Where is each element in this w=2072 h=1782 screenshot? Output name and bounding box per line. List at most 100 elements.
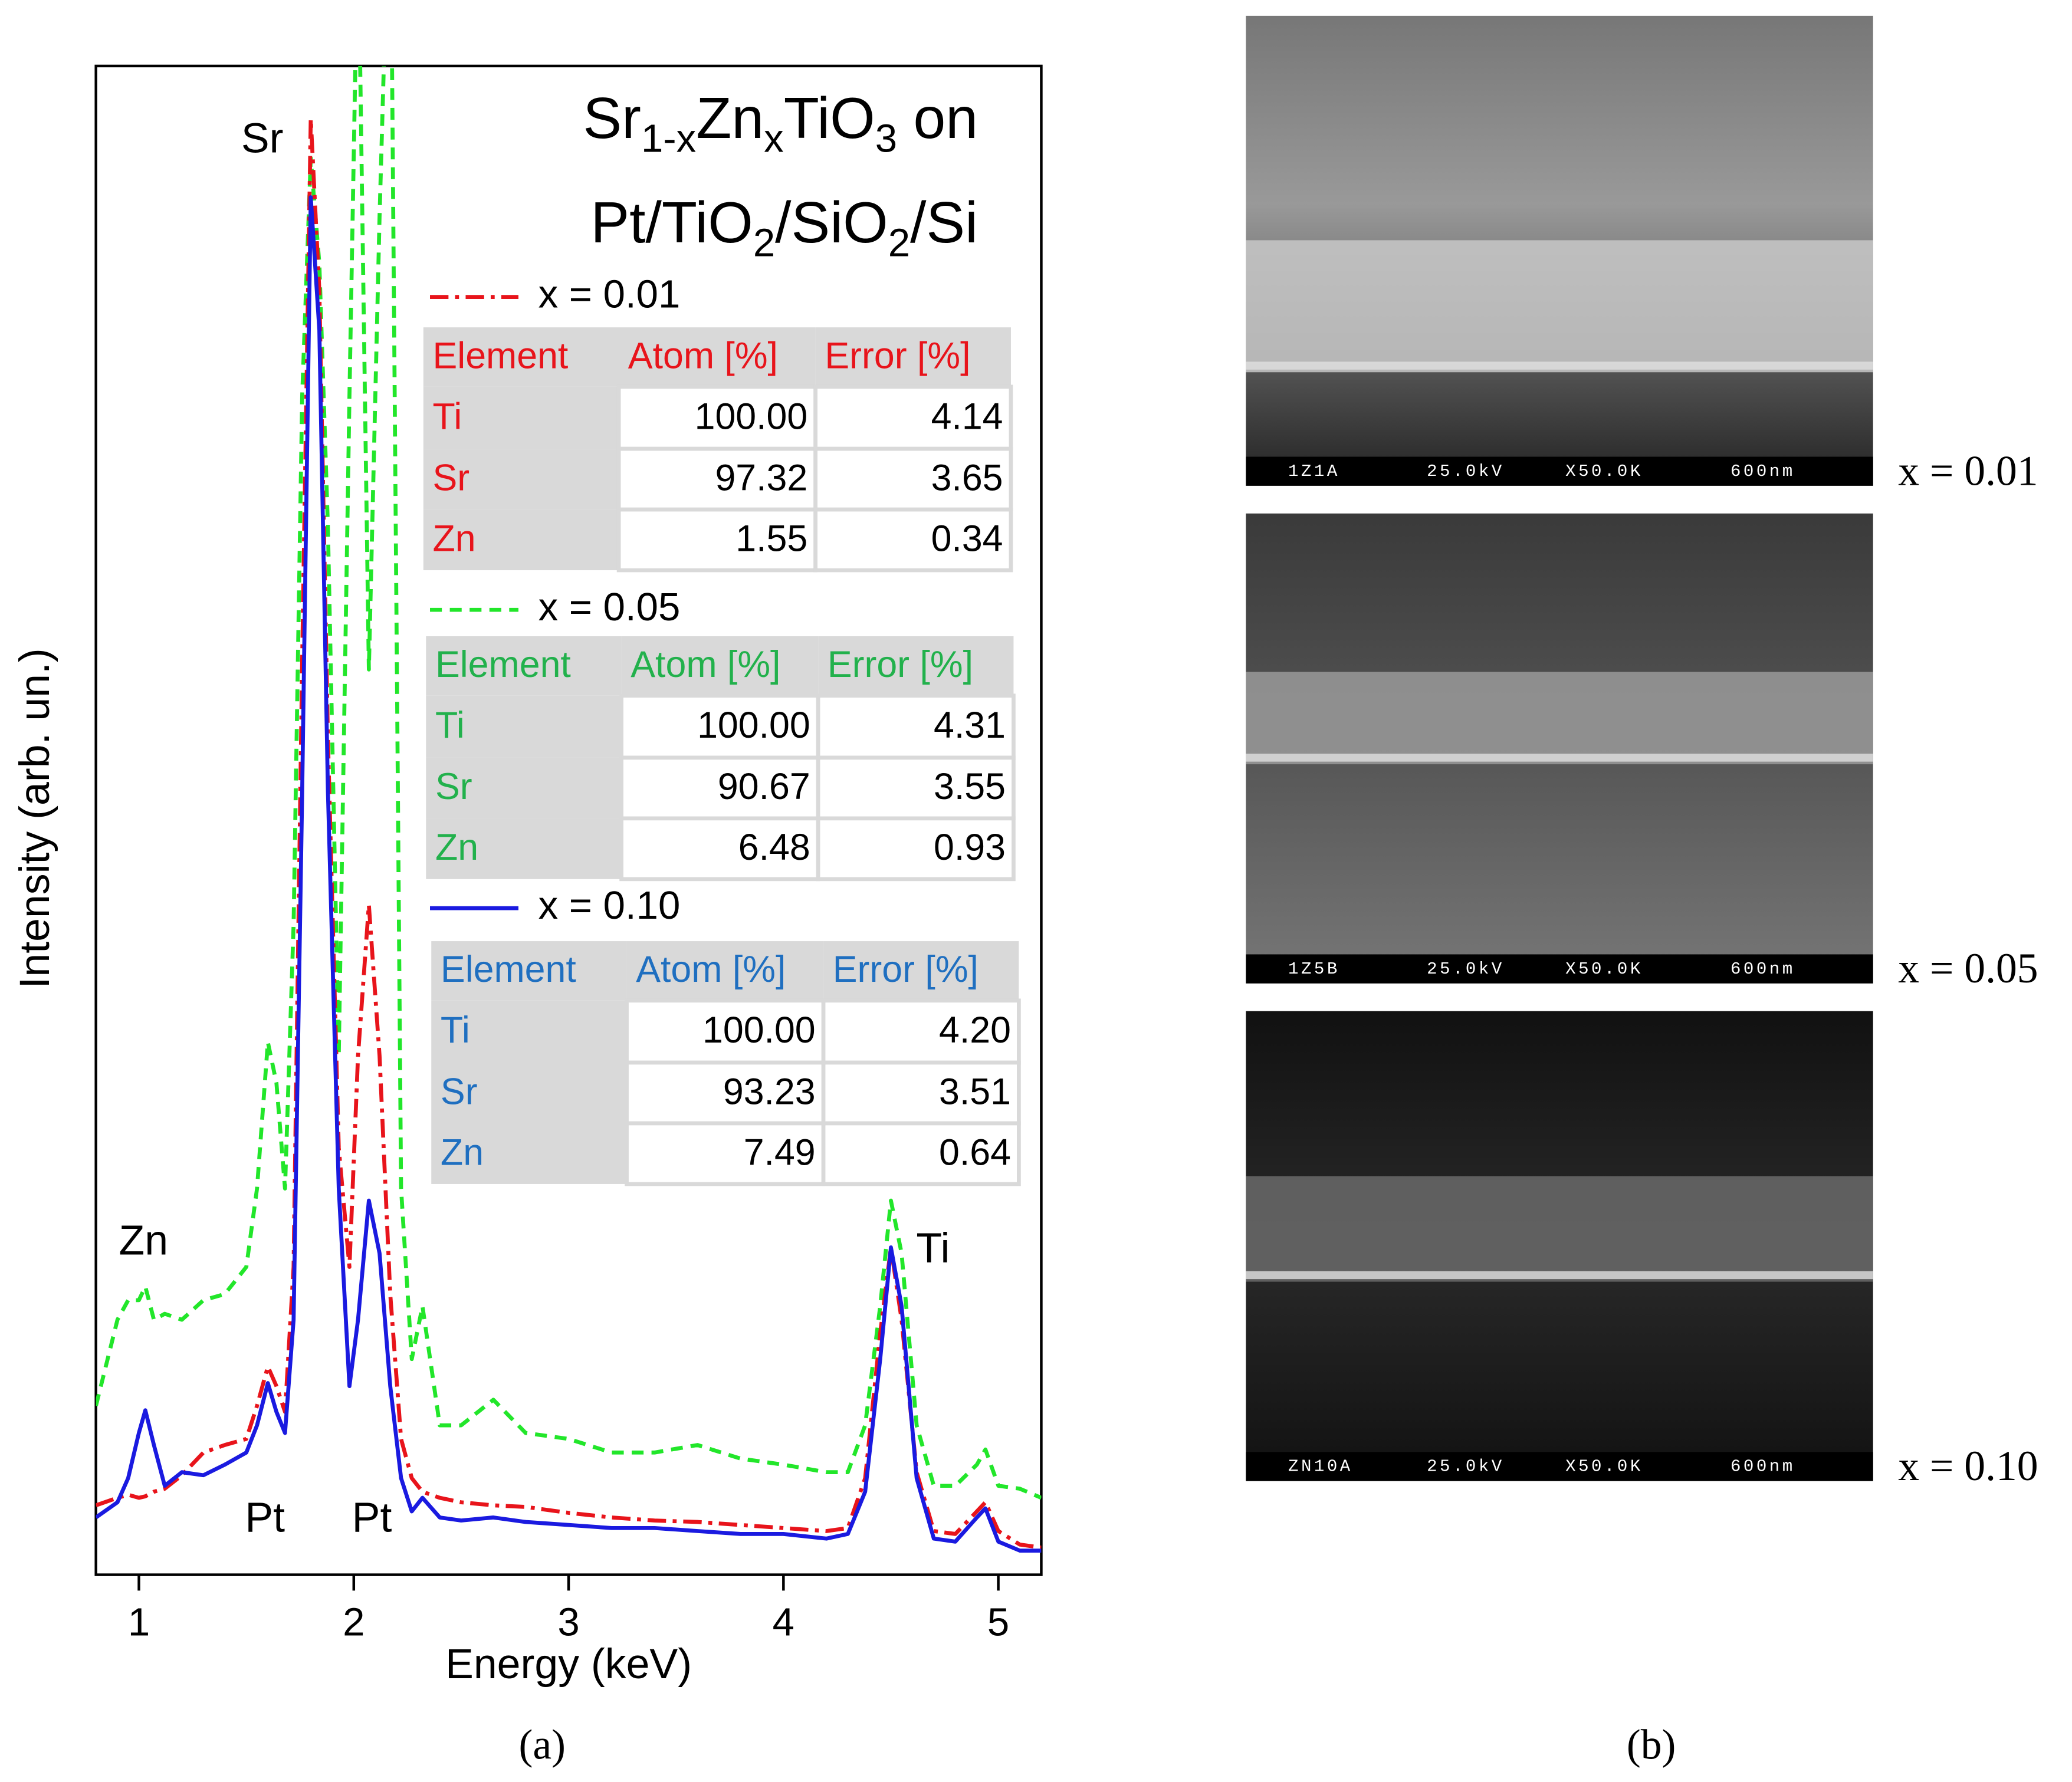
spectrum-line [96, 65, 1042, 1500]
sem-info-text: X50.0K [1565, 959, 1643, 979]
chart-title: Sr1-xZnxTiO3 on [583, 86, 978, 160]
title-subscript: 1-x [641, 116, 696, 160]
sem-info-bar [1246, 1452, 1873, 1481]
table-header: Element [435, 644, 571, 685]
table-cell [426, 818, 622, 879]
legend-label: x = 0.05 [538, 585, 681, 629]
sem-caption: x = 0.01 [1898, 448, 2038, 494]
sem-info-text: 25.0kV [1427, 1457, 1505, 1477]
title-text: Pt/TiO [590, 190, 753, 255]
table-value: 3.65 [931, 457, 1003, 498]
sem-info-bar [1246, 456, 1873, 486]
sem-interface [1246, 754, 1873, 762]
table-value: 6.48 [738, 827, 810, 868]
table-value: Ti [435, 705, 465, 746]
table-value: Ti [441, 1010, 470, 1051]
y-axis-label: Intensity (arb. un.) [11, 648, 58, 988]
table-header: Error [%] [833, 949, 978, 990]
table-cell [426, 757, 622, 818]
sem-caption: x = 0.10 [1898, 1443, 2038, 1490]
panel-label: (a) [519, 1721, 566, 1768]
peak-label: Pt [352, 1494, 392, 1541]
title-text: Sr [583, 86, 641, 150]
title-text: Zn [696, 86, 764, 150]
x-axis-label: Energy (keV) [445, 1640, 692, 1688]
table-cell [813, 384, 1013, 451]
table-cell [423, 449, 619, 510]
table-cell [431, 941, 627, 1001]
sem-interface [1246, 361, 1873, 370]
table-value: 100.00 [702, 1010, 816, 1051]
title-text: /Si [910, 190, 978, 255]
peak-label: Pt [245, 1494, 285, 1541]
legend-label: x = 0.10 [538, 883, 681, 928]
table-header: Element [441, 949, 576, 990]
table-value: 0.34 [931, 518, 1003, 559]
title-subscript: 3 [875, 116, 897, 160]
table-cell [431, 1123, 627, 1184]
table-value: 3.55 [934, 766, 1006, 807]
sem-film [1246, 240, 1873, 373]
sem-info-text: ZN10A [1288, 1457, 1353, 1477]
table-cell [625, 998, 826, 1065]
table-cell [815, 327, 1011, 387]
sem-info-text: X50.0K [1565, 1457, 1643, 1477]
table-header: Atom [%] [636, 949, 786, 990]
table-cell [816, 816, 1016, 882]
table-cell [426, 636, 622, 696]
legend-label: x = 0.01 [538, 272, 681, 316]
table-cell [816, 693, 1016, 760]
table-cell [431, 1000, 627, 1063]
table-cell [821, 1060, 1021, 1126]
x-tick-label: 2 [343, 1600, 365, 1644]
x-tick-label: 4 [773, 1600, 794, 1644]
table-cell [821, 1121, 1021, 1186]
sem-caption: x = 0.05 [1898, 945, 2038, 992]
title-text: on [897, 86, 978, 150]
table-cell [818, 636, 1014, 696]
table-value: 90.67 [718, 766, 810, 807]
table-value: Ti [432, 396, 462, 437]
table-value: Zn [432, 518, 475, 559]
table-cell [816, 755, 1016, 821]
table-cell [626, 941, 824, 1001]
table-value: 4.20 [939, 1010, 1011, 1051]
sem-film [1246, 672, 1873, 765]
x-tick-label: 1 [128, 1600, 150, 1644]
x-tick-label: 3 [557, 1600, 579, 1644]
title-subscript: 2 [888, 221, 910, 265]
table-cell [426, 695, 622, 758]
table-value: 93.23 [723, 1071, 816, 1112]
table-value: 7.49 [744, 1132, 816, 1173]
x-tick-label: 5 [987, 1600, 1009, 1644]
peak-label: Zn [119, 1217, 168, 1264]
sem-film [1246, 1176, 1873, 1282]
table-header: Atom [%] [628, 335, 778, 376]
table-header: Error [%] [828, 644, 973, 685]
sem-info-text: 600nm [1731, 462, 1795, 481]
table-cell [431, 1063, 627, 1123]
chart-title: Pt/TiO2/SiO2/Si [590, 190, 978, 265]
table-cell [813, 446, 1013, 512]
table-value: Sr [435, 766, 472, 807]
table-value: Zn [441, 1132, 484, 1173]
table-header: Error [%] [825, 335, 970, 376]
sem-interface [1246, 1271, 1873, 1280]
table-value: 3.51 [939, 1071, 1011, 1112]
table-cell [619, 327, 816, 387]
table-cell [625, 1060, 826, 1126]
table-value: Sr [432, 457, 469, 498]
panel-label: (b) [1627, 1721, 1676, 1768]
title-subscript: x [764, 116, 784, 160]
peak-label: Ti [916, 1225, 950, 1272]
table-cell [423, 327, 619, 387]
plot-area [96, 65, 1042, 1553]
table-value: 1.55 [735, 518, 807, 559]
table-value: 0.64 [939, 1132, 1011, 1173]
peak-label: Sr [241, 114, 284, 162]
sem-info-text: 1Z5B [1288, 959, 1340, 979]
sem-info-text: 25.0kV [1427, 959, 1505, 979]
table-value: Sr [441, 1071, 478, 1112]
spectrum-line [96, 195, 1042, 1553]
